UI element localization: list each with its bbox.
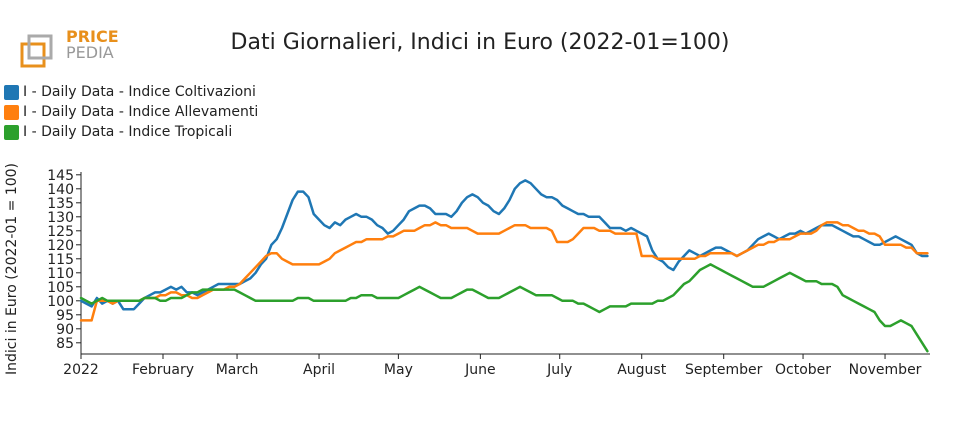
y-tick-label: 140 (47, 182, 74, 198)
y-tick-label: 125 (47, 224, 74, 240)
y-tick-label: 105 (47, 280, 74, 296)
x-tick-label: October (775, 362, 831, 378)
legend-label: I - Daily Data - Indice Allevamenti (23, 104, 259, 120)
x-tick-label: April (303, 362, 335, 378)
legend-swatch (4, 124, 19, 140)
y-tick-label: 115 (47, 252, 74, 268)
x-tick-label: February (132, 362, 194, 378)
x-tick-label: August (617, 362, 667, 378)
series-line-2 (79, 221, 929, 322)
y-tick-label: 85 (56, 336, 74, 352)
y-tick-label: 100 (47, 294, 74, 310)
legend-item-2[interactable]: I - Daily Data - Indice Allevamenti (4, 102, 258, 122)
y-tick-label: 130 (47, 210, 74, 226)
x-tick-label: March (216, 362, 259, 378)
x-tick-label: September (685, 362, 763, 378)
logo-mark (20, 34, 53, 68)
y-tick-label: 90 (56, 322, 74, 338)
x-tick-label: November (849, 362, 922, 378)
y-tick-label: 120 (47, 238, 74, 254)
logo-text-price: PRICE (66, 27, 119, 46)
legend: I - Daily Data - Indice Coltivazioni I - … (4, 82, 258, 142)
legend-label: I - Daily Data - Indice Coltivazioni (23, 84, 256, 100)
legend-item-1[interactable]: I - Daily Data - Indice Coltivazioni (4, 82, 258, 102)
y-tick-label: 110 (47, 266, 74, 282)
x-tick-label: 2022 (63, 362, 99, 378)
y-tick-label: 95 (56, 308, 74, 324)
x-tick-label: June (464, 362, 496, 378)
series-line-1 (79, 179, 929, 311)
legend-swatch (4, 84, 19, 100)
pricepedia-logo: PRICE PEDIA (20, 27, 119, 68)
y-tick-label: 145 (47, 168, 74, 184)
y-axis-title: Indici in Euro (2022-01 = 100) (4, 163, 20, 375)
legend-label: I - Daily Data - Indice Tropicali (23, 124, 233, 140)
x-tick-label: May (384, 362, 413, 378)
legend-item-3[interactable]: I - Daily Data - Indice Tropicali (4, 122, 258, 142)
legend-swatch (4, 104, 19, 120)
series-line-3 (79, 263, 929, 353)
x-tick-label: July (546, 362, 572, 378)
logo-text-pedia: PEDIA (66, 43, 114, 62)
chart-title: Dati Giornalieri, Indici in Euro (2022-0… (230, 30, 730, 55)
y-tick-label: 135 (47, 196, 74, 212)
